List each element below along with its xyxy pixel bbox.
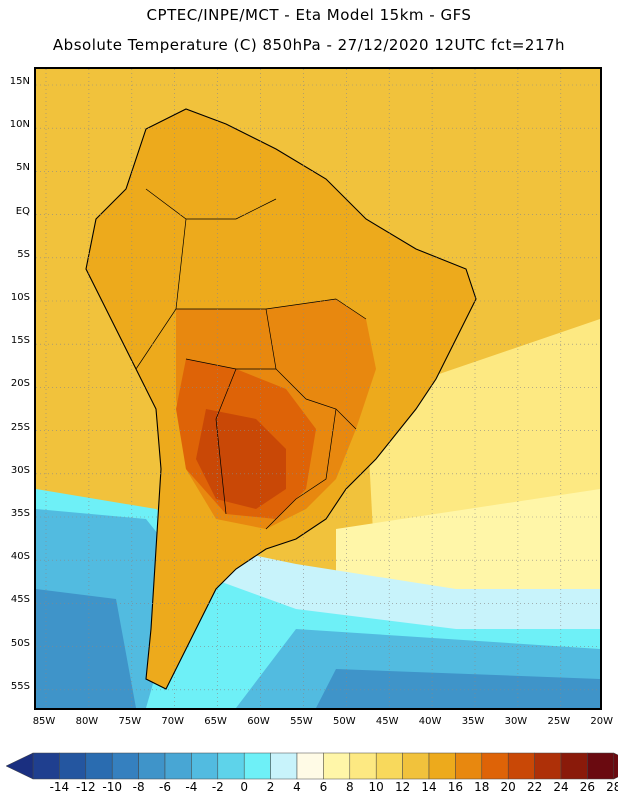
longitude-label: 80W xyxy=(75,716,99,727)
country-borders xyxy=(135,188,367,530)
colorbar-high-arrow xyxy=(613,752,618,780)
colorbar-bin xyxy=(59,752,87,780)
latitude-label: 5S xyxy=(17,248,30,260)
colorbar-label: 8 xyxy=(345,780,354,794)
longitude-label: 55W xyxy=(290,716,313,727)
longitude-label: 20W xyxy=(590,716,613,727)
colorbar-label: 26 xyxy=(579,780,596,794)
longitude-label: 75W xyxy=(118,716,142,727)
colorbar-label: 16 xyxy=(447,780,464,794)
colorbar-label: -4 xyxy=(185,780,198,794)
colorbar-bin xyxy=(85,752,113,780)
colorbar-bin xyxy=(560,752,588,780)
map-title-line1: CPTEC/INPE/MCT - Eta Model 15km - GFS xyxy=(146,6,472,24)
colorbar-label: -12 xyxy=(75,780,96,794)
map-title-line2: Absolute Temperature (C) 850hPa - 27/12/… xyxy=(52,36,566,54)
colorbar-bin xyxy=(587,752,615,780)
longitude-label: 45W xyxy=(375,716,399,727)
cold-front-band xyxy=(176,539,600,629)
colorbar-bin xyxy=(534,752,562,780)
colorbar-bin xyxy=(164,752,192,780)
colorbar-bin xyxy=(375,752,403,780)
latitude-label: EQ xyxy=(15,205,30,217)
colorbar-bin xyxy=(402,752,430,780)
colorbar-bin xyxy=(270,752,298,780)
colorbar-label: -6 xyxy=(159,780,171,794)
colorbar-label: 2 xyxy=(266,780,275,794)
latitude-label: 40S xyxy=(10,551,30,563)
latitude-label: 30S xyxy=(10,464,30,476)
coldest-sea xyxy=(36,589,600,708)
latitude-label: 45S xyxy=(10,594,30,606)
hottest-core xyxy=(196,409,286,509)
colorbar-bin xyxy=(138,752,166,780)
colorbar-label: 12 xyxy=(394,780,411,794)
colorbar-label: 28 xyxy=(606,780,618,794)
colorbar-label: -2 xyxy=(211,780,224,794)
longitude-label: 25W xyxy=(547,716,571,727)
longitude-label: 85W xyxy=(32,716,56,727)
coastline xyxy=(85,108,477,690)
latitude-label: 50S xyxy=(10,637,30,649)
longitude-label: 65W xyxy=(204,716,227,727)
latitude-label: 5N xyxy=(16,162,30,174)
longitude-label: 30W xyxy=(504,716,528,727)
colorbar-bin xyxy=(296,752,324,780)
colorbar-bin xyxy=(323,752,351,780)
map-canvas xyxy=(36,69,600,708)
colorbar-label: 0 xyxy=(240,780,248,794)
longitude-label: 40W xyxy=(418,716,442,727)
longitude-label: 70W xyxy=(161,716,184,727)
latitude-label: 15N xyxy=(9,76,30,87)
colorbar-label: 18 xyxy=(474,780,490,794)
latitude-label: 55S xyxy=(10,680,30,692)
colorbar-bin xyxy=(481,752,509,780)
latitude-label: 10N xyxy=(9,119,30,131)
colorbar-label: -8 xyxy=(132,780,145,794)
colorbar-bin xyxy=(349,752,377,780)
colorbar-label: -14 xyxy=(49,780,70,794)
colorbar-label: 22 xyxy=(526,780,543,794)
colorbar-label: 20 xyxy=(500,780,516,794)
colorbar-label: 14 xyxy=(421,780,437,794)
colorbar-label: 24 xyxy=(553,780,569,794)
latitude-label: 10S xyxy=(10,292,30,303)
colorbar-bin xyxy=(455,752,483,780)
colorbar-label: 10 xyxy=(368,780,384,794)
colorbar-low-arrow xyxy=(5,752,34,780)
latitude-label: 25S xyxy=(10,421,30,433)
temperature-map[interactable] xyxy=(34,67,602,710)
longitude-label: 35W xyxy=(461,716,485,727)
colorbar xyxy=(5,752,618,780)
colorbar-bin xyxy=(217,752,245,780)
latitude-label: 35S xyxy=(10,508,30,519)
colorbar-bin xyxy=(32,752,60,780)
colorbar-bin xyxy=(428,752,456,780)
longitude-label: 50W xyxy=(332,716,356,727)
latitude-label: 20S xyxy=(10,378,30,390)
longitude-label: 60W xyxy=(247,716,270,727)
colorbar-label: 4 xyxy=(293,780,301,794)
colorbar-bin xyxy=(111,752,139,780)
colorbar-label: -10 xyxy=(102,780,122,794)
colorbar-label: 6 xyxy=(319,780,328,794)
colorbar-bin xyxy=(507,752,535,780)
colorbar-bin xyxy=(191,752,219,780)
latitude-label: 15S xyxy=(10,335,30,347)
colorbar-bin xyxy=(243,752,271,780)
